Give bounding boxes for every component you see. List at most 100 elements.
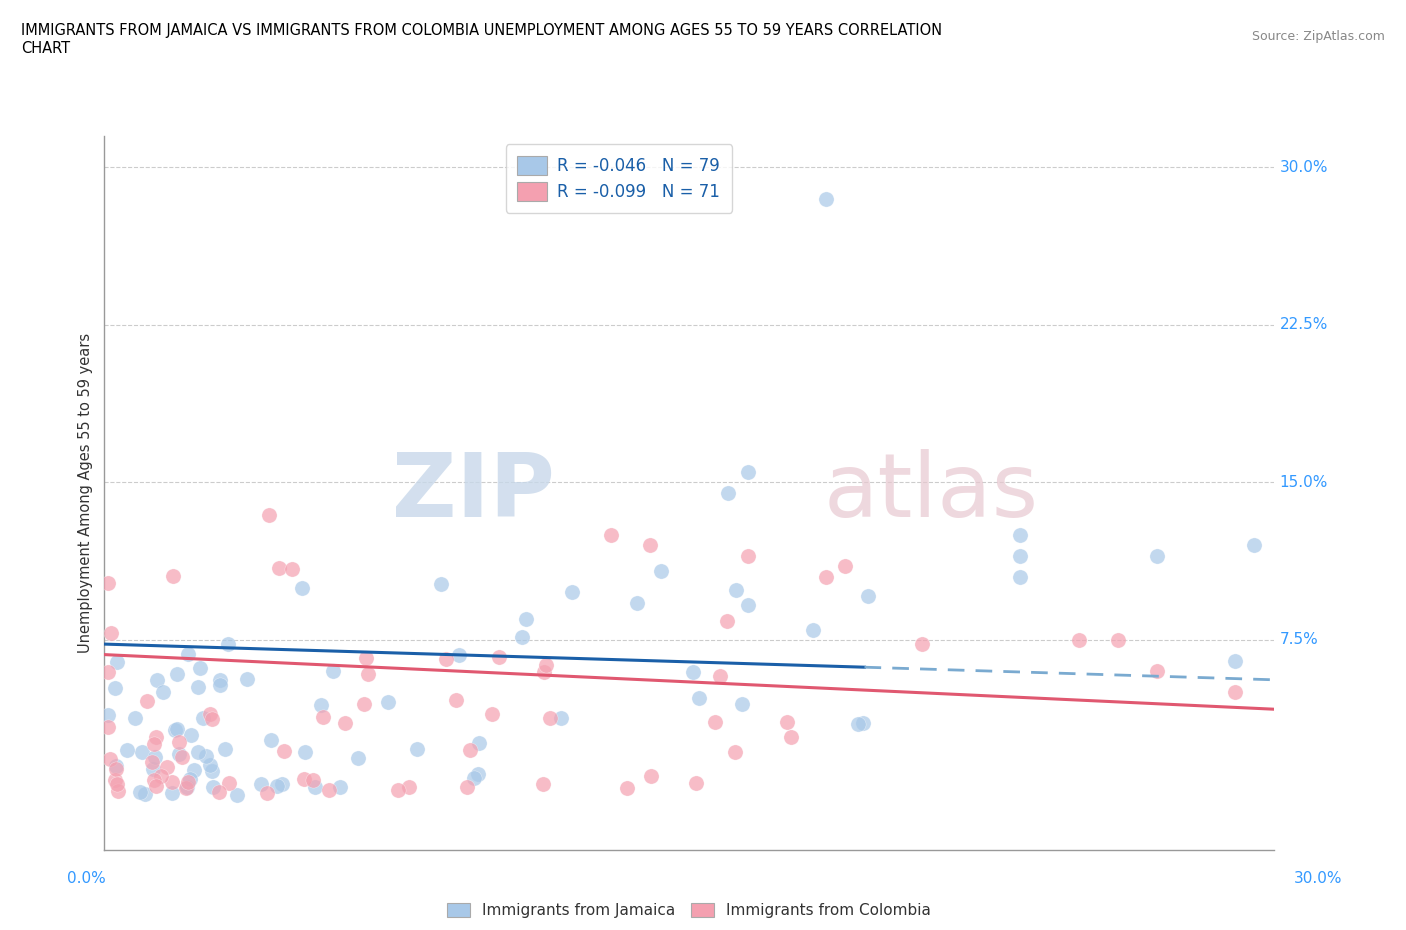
Point	[217, 637, 239, 652]
Point	[160, 775, 183, 790]
Point	[550, 711, 572, 725]
Point	[510, 630, 533, 644]
Point	[724, 582, 747, 597]
Point	[143, 750, 166, 764]
Point	[398, 779, 420, 794]
Point	[600, 527, 623, 542]
Text: 0.0%: 0.0%	[67, 871, 107, 886]
Point	[538, 711, 561, 725]
Point	[105, 762, 128, 777]
Point	[534, 658, 557, 673]
Point	[852, 716, 875, 731]
Point	[260, 733, 283, 748]
Point	[218, 776, 240, 790]
Point	[188, 660, 211, 675]
Point	[322, 663, 344, 678]
Point	[356, 650, 378, 665]
Point	[105, 759, 128, 774]
Point	[97, 708, 120, 723]
Point	[1010, 527, 1032, 542]
Point	[444, 693, 467, 708]
Point	[200, 706, 222, 721]
Point	[302, 772, 325, 787]
Point	[134, 787, 156, 802]
Point	[1107, 632, 1129, 647]
Y-axis label: Unemployment Among Ages 55 to 59 years: Unemployment Among Ages 55 to 59 years	[79, 333, 93, 653]
Point	[174, 780, 197, 795]
Point	[515, 612, 537, 627]
Point	[267, 560, 290, 575]
Point	[98, 751, 121, 766]
Point	[834, 559, 856, 574]
Point	[270, 777, 292, 791]
Point	[561, 584, 583, 599]
Point	[318, 782, 340, 797]
Point	[172, 750, 194, 764]
Text: atlas: atlas	[824, 449, 1039, 537]
Point	[191, 711, 214, 725]
Point	[377, 694, 399, 709]
Point	[105, 777, 128, 791]
Point	[145, 729, 167, 744]
Point	[294, 744, 316, 759]
Point	[387, 782, 409, 797]
Point	[704, 715, 727, 730]
Point	[1223, 654, 1246, 669]
Point	[180, 727, 202, 742]
Point	[1146, 664, 1168, 679]
Point	[142, 773, 165, 788]
Point	[166, 667, 188, 682]
Point	[481, 707, 503, 722]
Point	[638, 538, 661, 552]
Text: 22.5%: 22.5%	[1279, 317, 1329, 332]
Point	[650, 564, 672, 578]
Point	[198, 758, 221, 773]
Point	[626, 595, 648, 610]
Point	[292, 772, 315, 787]
Point	[640, 769, 662, 784]
Point	[236, 671, 259, 686]
Text: 30.0%: 30.0%	[1279, 160, 1329, 175]
Point	[1146, 549, 1168, 564]
Point	[162, 568, 184, 583]
Point	[194, 749, 217, 764]
Text: ZIP: ZIP	[392, 449, 554, 537]
Point	[1010, 569, 1032, 584]
Point	[488, 650, 510, 665]
Point	[801, 622, 824, 637]
Point	[165, 723, 187, 737]
Point	[731, 697, 754, 711]
Point	[910, 636, 932, 651]
Point	[533, 664, 555, 679]
Point	[208, 784, 231, 799]
Point	[142, 761, 165, 776]
Point	[309, 698, 332, 712]
Point	[187, 744, 209, 759]
Point	[107, 784, 129, 799]
Point	[162, 786, 184, 801]
Point	[846, 716, 869, 731]
Point	[105, 655, 128, 670]
Point	[167, 746, 190, 761]
Point	[449, 647, 471, 662]
Point	[616, 780, 638, 795]
Text: IMMIGRANTS FROM JAMAICA VS IMMIGRANTS FROM COLOMBIA UNEMPLOYMENT AMONG AGES 55 T: IMMIGRANTS FROM JAMAICA VS IMMIGRANTS FR…	[21, 23, 942, 56]
Point	[430, 576, 453, 591]
Point	[737, 549, 759, 564]
Point	[682, 665, 704, 680]
Point	[250, 777, 273, 791]
Point	[104, 681, 127, 696]
Point	[779, 730, 801, 745]
Point	[169, 734, 191, 749]
Text: 30.0%: 30.0%	[1295, 871, 1343, 886]
Point	[357, 667, 380, 682]
Point	[97, 720, 120, 735]
Point	[347, 751, 370, 765]
Point	[406, 741, 429, 756]
Point	[201, 711, 224, 726]
Text: 15.0%: 15.0%	[1279, 475, 1329, 490]
Point	[208, 672, 231, 687]
Point	[531, 777, 554, 791]
Point	[273, 743, 295, 758]
Point	[179, 771, 201, 786]
